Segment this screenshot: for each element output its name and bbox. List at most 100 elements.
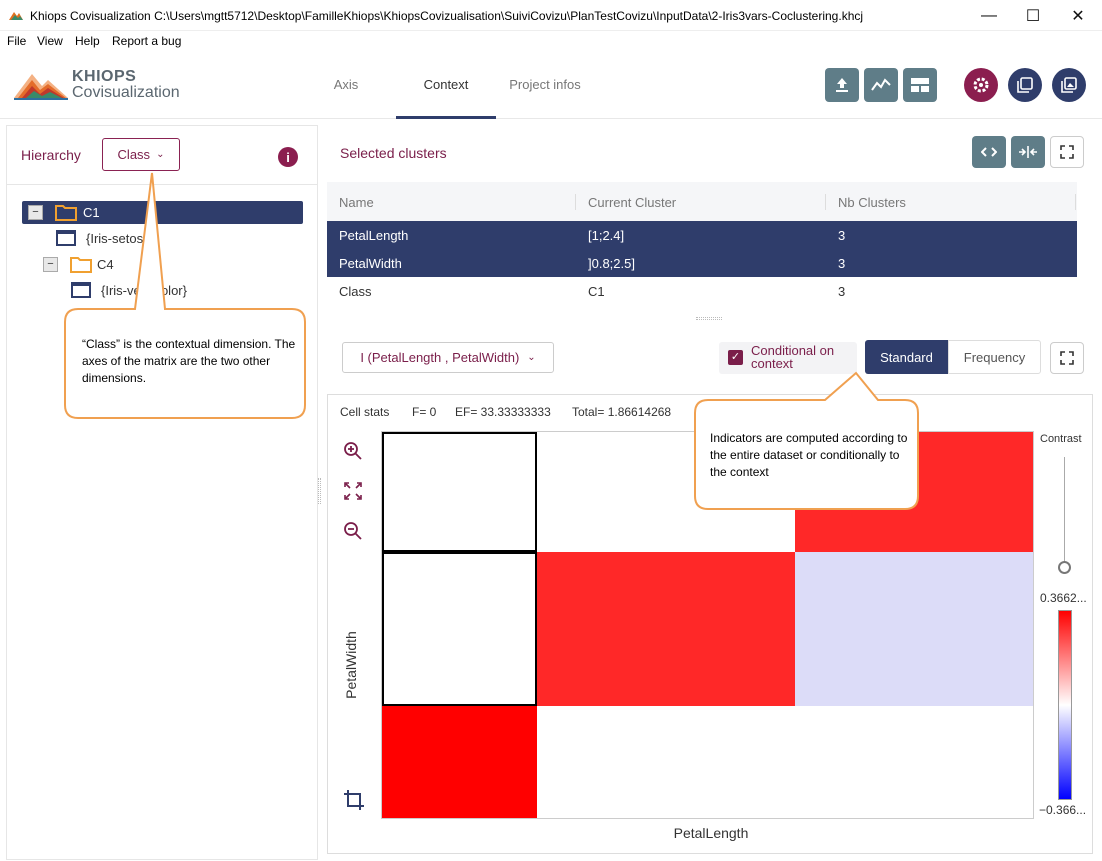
trend-button[interactable]: [864, 68, 898, 102]
layout-icon: [911, 78, 929, 92]
hierarchy-select[interactable]: Class ⌄: [102, 138, 180, 171]
contrast-slider-handle[interactable]: [1058, 561, 1071, 574]
chevron-down-icon: ⌄: [156, 149, 165, 160]
line-chart-icon: [871, 78, 891, 91]
crop-icon[interactable]: [343, 789, 365, 811]
divider: [7, 184, 317, 185]
table-row[interactable]: PetalWidth ]0.8;2.5] 3: [327, 249, 1077, 277]
collapse-icon[interactable]: −: [28, 205, 43, 220]
close-button[interactable]: ✕: [1071, 7, 1085, 25]
image-button[interactable]: [1052, 68, 1086, 102]
copy-button[interactable]: [1008, 68, 1042, 102]
leaf-icon: [56, 230, 76, 246]
column-divider: [1075, 194, 1076, 210]
cell-nb-clusters: 3: [838, 256, 846, 271]
cell-name: Class: [339, 284, 372, 299]
chevron-down-icon: ⌄: [527, 352, 536, 363]
fullscreen-button[interactable]: [1050, 136, 1084, 168]
info-icon[interactable]: i: [278, 147, 298, 167]
matrix-cell[interactable]: [795, 706, 1033, 818]
indicator-select-value: I (PetalLength , PetalWidth): [360, 350, 520, 365]
cell-stats-label: Cell stats: [340, 405, 390, 419]
zoom-in-icon[interactable]: [343, 441, 363, 461]
column-divider: [825, 194, 826, 210]
matrix-cell[interactable]: [382, 706, 537, 818]
fit-columns-button[interactable]: [1011, 136, 1045, 168]
leaf-icon: [71, 282, 91, 298]
column-header-nb-clusters[interactable]: Nb Clusters: [838, 195, 906, 210]
export-button[interactable]: [825, 68, 859, 102]
menu-bar: File View Help Report a bug: [0, 31, 1102, 51]
folder-icon: [55, 205, 77, 221]
menu-report-bug[interactable]: Report a bug: [112, 34, 182, 48]
cell-current-cluster: ]0.8;2.5]: [588, 256, 635, 271]
expand-columns-button[interactable]: [972, 136, 1006, 168]
column-header-name[interactable]: Name: [339, 195, 374, 210]
cell-stats-ef: EF= 33.33333333: [455, 405, 551, 419]
tree-node-label[interactable]: {Iris-setosa}: [86, 231, 155, 246]
mode-frequency-button[interactable]: Frequency: [948, 340, 1041, 374]
maximize-button[interactable]: ☐: [1025, 7, 1041, 25]
conditional-checkbox[interactable]: ✓ Conditional on context: [719, 342, 857, 374]
fit-screen-icon[interactable]: [343, 481, 363, 501]
zoom-out-icon[interactable]: [343, 521, 363, 541]
tab-project-infos[interactable]: Project infos: [509, 77, 581, 92]
matrix-cell[interactable]: [537, 552, 795, 706]
tree-node-label[interactable]: C1: [83, 205, 100, 220]
cell-stats-total: Total= 1.86614268: [572, 405, 672, 419]
mode-standard-button[interactable]: Standard: [865, 340, 948, 374]
table-row[interactable]: PetalLength [1;2.4] 3: [327, 221, 1077, 249]
matrix-cell[interactable]: [382, 432, 537, 552]
tree-node-selected[interactable]: [22, 201, 303, 224]
callout-indicators-shape: [694, 371, 919, 510]
column-header-current-cluster[interactable]: Current Cluster: [588, 195, 677, 210]
app-header: KHIOPS Covisualization Axis Context Proj…: [0, 51, 1102, 119]
y-axis-label: PetalWidth: [343, 631, 359, 699]
legend-min-label: −0.366...: [1039, 803, 1087, 817]
legend-max-label: 0.3662...: [1040, 591, 1087, 605]
upload-icon: [836, 78, 848, 92]
panel-splitter-handle[interactable]: [696, 317, 722, 320]
contrast-label: Contrast: [1040, 433, 1082, 445]
contrast-slider-track[interactable]: [1064, 457, 1065, 567]
tab-axis[interactable]: Axis: [333, 77, 359, 92]
menu-view[interactable]: View: [37, 34, 63, 48]
panel-splitter-handle-vertical[interactable]: [318, 478, 321, 504]
matrix-cell[interactable]: [382, 552, 537, 706]
matrix-cell[interactable]: [537, 706, 795, 818]
x-axis-label: PetalLength: [673, 825, 749, 841]
collapse-icon[interactable]: −: [43, 257, 58, 272]
matrix-fullscreen-button[interactable]: [1050, 342, 1084, 374]
minimize-button[interactable]: —: [981, 6, 997, 24]
menu-file[interactable]: File: [7, 34, 27, 48]
code-brackets-icon: [981, 147, 997, 157]
fullscreen-icon: [1060, 351, 1074, 365]
title-bar: Khiops Covisualization C:\Users\mgtt5712…: [0, 0, 1102, 31]
tab-context[interactable]: Context: [423, 77, 469, 92]
copy-icon: [1017, 77, 1033, 93]
indicator-select[interactable]: I (PetalLength , PetalWidth) ⌄: [342, 342, 554, 373]
logo-title: KHIOPS: [72, 68, 137, 85]
fullscreen-icon: [1060, 145, 1074, 159]
cell-stats-f: F= 0: [412, 405, 437, 419]
settings-button[interactable]: [964, 68, 998, 102]
hierarchy-select-value: Class: [117, 147, 151, 162]
table-row[interactable]: Class C1 3: [327, 277, 1077, 305]
cell-current-cluster: C1: [588, 284, 605, 299]
compress-icon: [1019, 146, 1037, 158]
matrix-cell[interactable]: [795, 552, 1033, 706]
cell-name: PetalWidth: [339, 256, 402, 271]
cell-nb-clusters: 3: [838, 284, 846, 299]
selected-clusters-title: Selected clusters: [340, 145, 447, 161]
menu-help[interactable]: Help: [75, 34, 100, 48]
logo-subtitle: Covisualization: [72, 84, 180, 101]
active-tab-indicator: [396, 116, 496, 119]
cell-current-cluster: [1;2.4]: [588, 228, 625, 243]
layout-button[interactable]: [903, 68, 937, 102]
image-icon: [1061, 77, 1077, 93]
cell-nb-clusters: 3: [838, 228, 846, 243]
hierarchy-label: Hierarchy: [21, 147, 81, 163]
checkbox-checked-icon[interactable]: ✓: [728, 350, 743, 365]
tree-node-label[interactable]: C4: [97, 257, 114, 272]
color-legend-bar: [1058, 610, 1072, 800]
